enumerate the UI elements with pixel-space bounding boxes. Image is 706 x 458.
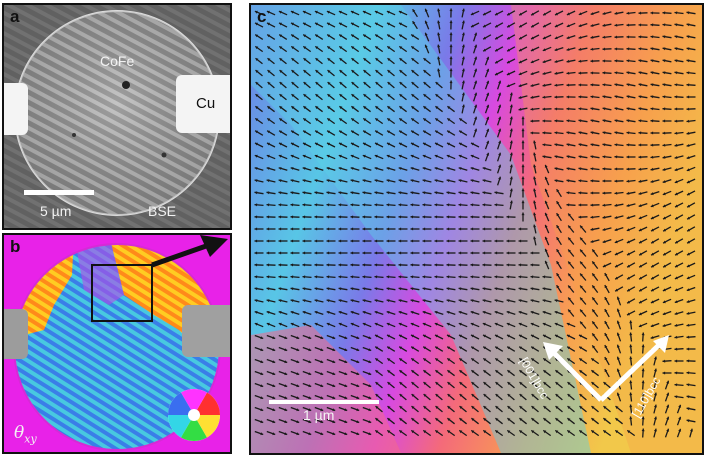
contact-pad-right (176, 75, 230, 133)
material-label: CoFe (100, 53, 135, 69)
panel-b-label: b (10, 237, 21, 256)
zoom-box (91, 264, 153, 322)
color-wheel-icon (168, 389, 220, 441)
zoom-arrow (151, 242, 210, 268)
crystal-axes-icon (543, 335, 669, 402)
angle-label: θxy (14, 423, 37, 446)
vector-field-graphic (251, 5, 702, 453)
bse-label: BSE (148, 203, 177, 219)
scalebar-a (24, 190, 94, 195)
panel-b-magnetization-map: b θxy (2, 233, 232, 454)
panel-a-sem-image: a CoFe Cu 5 µm BSE (2, 3, 232, 230)
scalebar-c-label: 1 µm (303, 407, 335, 423)
panel-c-vector-map: c 1 µm [001]bcc [110]bcc (249, 3, 704, 455)
panel-a-label: a (10, 7, 20, 26)
magnetization-map-graphic (4, 235, 230, 452)
scalebar-c (269, 400, 379, 404)
contact-pad-right-b (182, 305, 230, 357)
sem-image-graphic (4, 5, 230, 228)
magnetization-arrows (254, 8, 696, 438)
scalebar-a-label: 5 µm (40, 203, 72, 219)
contact-pad-left (4, 83, 28, 135)
contact-pad-left-b (4, 309, 28, 359)
contact-label: Cu (196, 95, 216, 112)
panel-c-label: c (257, 7, 267, 26)
